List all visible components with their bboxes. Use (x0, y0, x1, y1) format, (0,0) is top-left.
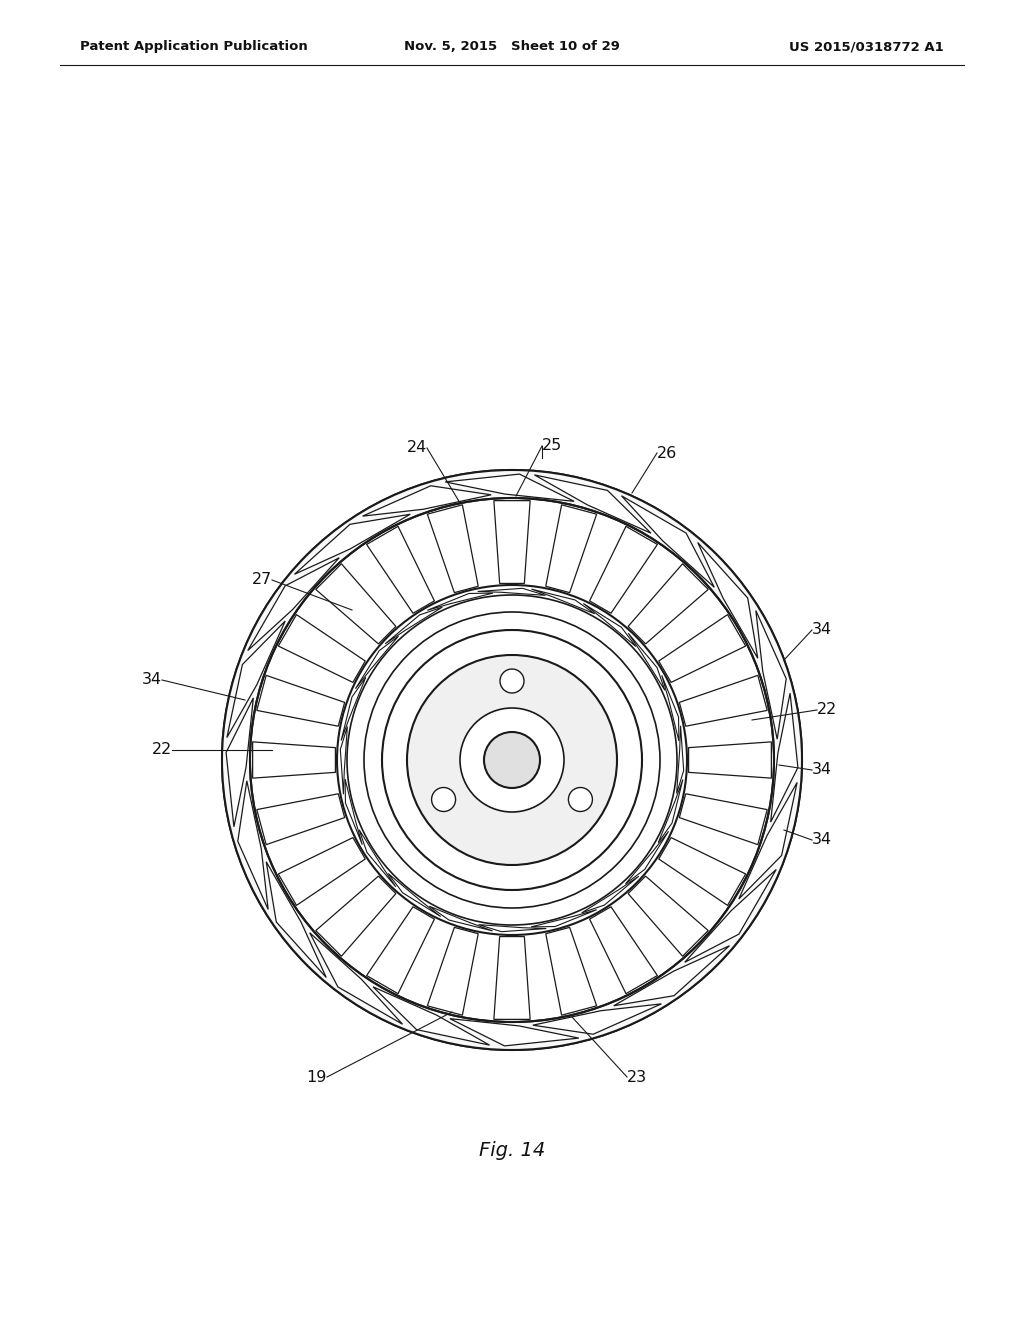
Polygon shape (679, 793, 767, 845)
Polygon shape (662, 676, 679, 741)
Circle shape (222, 470, 802, 1049)
Polygon shape (257, 676, 345, 726)
Polygon shape (427, 593, 493, 610)
Polygon shape (345, 779, 362, 845)
Circle shape (460, 708, 564, 812)
Text: 34: 34 (142, 672, 162, 688)
Text: Patent Application Publication: Patent Application Publication (80, 40, 308, 53)
Polygon shape (340, 726, 347, 795)
Text: 22: 22 (817, 702, 838, 718)
Polygon shape (367, 907, 434, 994)
Text: 22: 22 (152, 742, 172, 758)
Text: 26: 26 (657, 446, 677, 461)
Polygon shape (613, 945, 729, 1006)
Polygon shape (771, 693, 798, 822)
Text: 34: 34 (812, 763, 833, 777)
Polygon shape (429, 907, 493, 931)
Polygon shape (697, 543, 758, 659)
Polygon shape (532, 1003, 662, 1035)
Polygon shape (478, 589, 546, 595)
Polygon shape (622, 496, 715, 587)
Polygon shape (362, 486, 492, 516)
Text: 23: 23 (627, 1069, 647, 1085)
Polygon shape (546, 928, 597, 1015)
Polygon shape (341, 677, 366, 741)
Polygon shape (315, 876, 396, 956)
Text: 19: 19 (306, 1069, 327, 1085)
Polygon shape (535, 475, 651, 533)
Polygon shape (658, 615, 745, 682)
Text: 25: 25 (542, 438, 562, 454)
Circle shape (407, 655, 617, 865)
Polygon shape (590, 527, 657, 614)
Polygon shape (582, 876, 639, 913)
Text: 34: 34 (812, 833, 833, 847)
Polygon shape (494, 500, 530, 583)
Polygon shape (628, 634, 665, 690)
Text: US 2015/0318772 A1: US 2015/0318772 A1 (790, 40, 944, 53)
Circle shape (431, 788, 456, 812)
Polygon shape (688, 742, 771, 777)
Polygon shape (679, 676, 767, 726)
Circle shape (500, 669, 524, 693)
Polygon shape (315, 564, 396, 644)
Polygon shape (385, 607, 442, 644)
Circle shape (568, 788, 593, 812)
Polygon shape (427, 504, 478, 593)
Circle shape (222, 470, 802, 1049)
Polygon shape (658, 780, 683, 842)
Polygon shape (253, 742, 336, 777)
Polygon shape (531, 909, 597, 927)
Polygon shape (373, 987, 489, 1045)
Polygon shape (450, 1019, 579, 1045)
Polygon shape (257, 793, 345, 845)
Circle shape (484, 733, 540, 788)
Polygon shape (677, 726, 684, 793)
Text: 27: 27 (252, 573, 272, 587)
Polygon shape (658, 838, 745, 906)
Polygon shape (279, 838, 366, 906)
Polygon shape (238, 781, 268, 909)
Polygon shape (359, 830, 396, 887)
Polygon shape (226, 698, 253, 826)
Text: Nov. 5, 2015   Sheet 10 of 29: Nov. 5, 2015 Sheet 10 of 29 (404, 40, 620, 53)
Polygon shape (279, 615, 366, 682)
Polygon shape (685, 870, 776, 962)
Polygon shape (445, 474, 574, 502)
Polygon shape (388, 874, 440, 916)
Polygon shape (628, 876, 709, 956)
Polygon shape (478, 924, 546, 932)
Polygon shape (355, 636, 398, 689)
Polygon shape (546, 504, 597, 593)
Polygon shape (756, 611, 786, 739)
Text: 24: 24 (407, 441, 427, 455)
Polygon shape (227, 620, 286, 738)
Text: 34: 34 (812, 623, 833, 638)
Polygon shape (494, 937, 530, 1019)
Text: Fig. 14: Fig. 14 (479, 1140, 545, 1159)
Polygon shape (628, 564, 709, 644)
Polygon shape (295, 515, 411, 574)
Polygon shape (584, 603, 636, 647)
Polygon shape (626, 832, 669, 884)
Polygon shape (248, 558, 339, 651)
Circle shape (250, 498, 774, 1022)
Polygon shape (738, 783, 797, 899)
Polygon shape (309, 933, 402, 1024)
Polygon shape (590, 907, 657, 994)
Polygon shape (427, 928, 478, 1015)
Polygon shape (367, 527, 434, 614)
Polygon shape (266, 862, 327, 978)
Polygon shape (531, 589, 595, 614)
